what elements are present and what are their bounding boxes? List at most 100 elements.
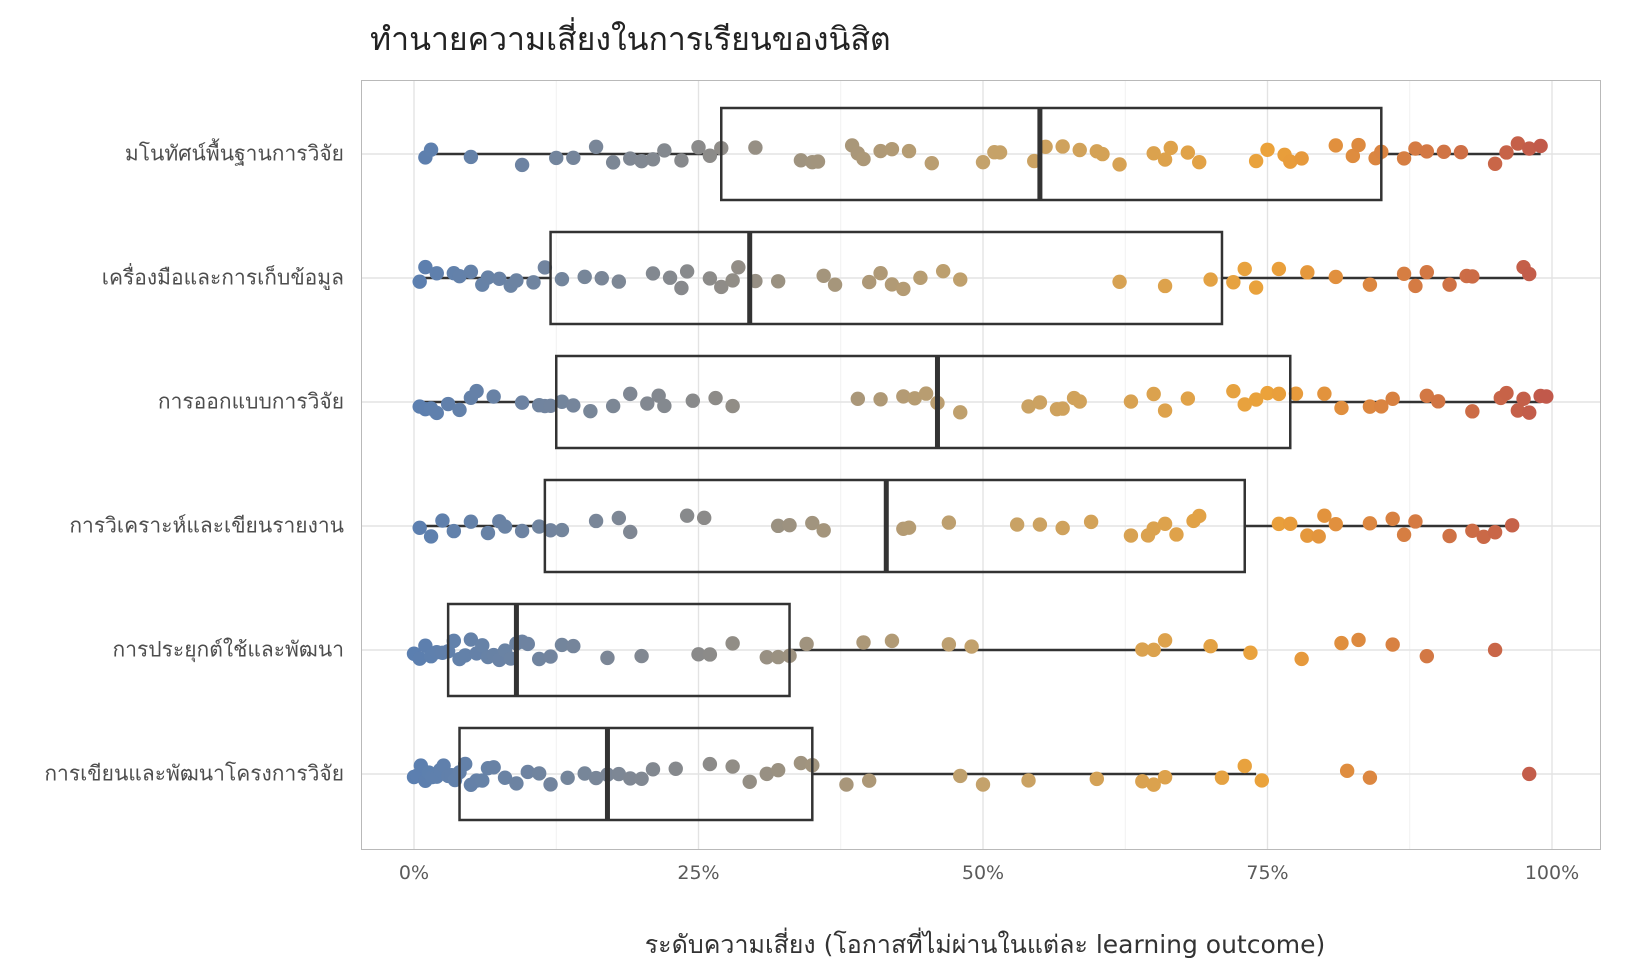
- plot-panel: [361, 80, 1601, 850]
- data-point: [1157, 278, 1173, 294]
- data-point: [770, 518, 786, 534]
- data-point: [975, 777, 991, 792]
- data-point: [1396, 151, 1412, 166]
- data-point: [1317, 386, 1332, 401]
- data-point: [1032, 395, 1048, 410]
- data-point: [850, 391, 866, 407]
- data-point: [1487, 525, 1503, 540]
- data-point: [446, 633, 462, 649]
- data-point: [1169, 527, 1184, 542]
- data-point: [577, 766, 592, 781]
- data-point: [1334, 400, 1349, 416]
- data-point: [1123, 394, 1139, 409]
- data-point: [423, 529, 439, 544]
- data-point: [634, 154, 649, 169]
- data-point: [668, 761, 683, 776]
- data-point: [514, 395, 530, 410]
- data-point: [1288, 386, 1304, 401]
- data-point: [964, 639, 979, 654]
- data-point: [412, 274, 427, 289]
- x-tick-label: 0%: [398, 862, 430, 884]
- data-point: [566, 150, 581, 166]
- box: [549, 230, 1224, 326]
- data-point: [1300, 528, 1315, 543]
- data-point: [810, 154, 826, 169]
- data-point: [1123, 528, 1139, 543]
- data-point: [623, 524, 638, 540]
- data-point: [1436, 144, 1452, 160]
- data-point: [924, 156, 939, 171]
- data-point: [1180, 391, 1196, 406]
- data-point: [1163, 140, 1178, 156]
- data-point: [458, 648, 473, 663]
- data-point: [1157, 516, 1173, 532]
- data-point: [543, 523, 558, 538]
- data-point: [520, 764, 535, 780]
- data-point: [679, 508, 695, 523]
- data-point: [1516, 391, 1531, 407]
- data-point: [1135, 774, 1150, 789]
- data-point: [429, 405, 444, 421]
- data-point: [486, 760, 501, 775]
- data-point: [1539, 389, 1554, 404]
- data-point: [549, 150, 564, 166]
- data-point: [816, 523, 831, 538]
- data-point: [770, 762, 786, 778]
- data-point: [1487, 156, 1503, 171]
- data-point: [725, 273, 740, 288]
- data-point: [742, 774, 757, 789]
- data-point: [1192, 155, 1207, 170]
- data-point: [588, 139, 604, 154]
- data-point: [1311, 529, 1326, 544]
- data-point: [748, 140, 763, 155]
- data-point: [1419, 648, 1435, 664]
- data-point: [941, 515, 957, 530]
- data-point: [1408, 278, 1423, 294]
- data-point: [691, 647, 706, 662]
- data-point: [1254, 773, 1270, 788]
- data-point: [953, 405, 968, 420]
- data-point: [480, 270, 496, 285]
- data-point: [1089, 771, 1105, 787]
- data-point: [941, 637, 957, 652]
- data-point: [702, 148, 718, 163]
- data-point: [1072, 142, 1087, 158]
- data-point: [475, 773, 490, 788]
- data-point: [1328, 138, 1343, 153]
- data-point: [1214, 770, 1230, 785]
- data-point: [634, 648, 649, 664]
- data-point: [1248, 280, 1264, 295]
- data-point: [913, 270, 928, 286]
- data-point: [725, 759, 740, 774]
- data-point: [1083, 514, 1099, 530]
- data-point: [1294, 151, 1309, 166]
- data-point: [412, 651, 427, 666]
- data-point: [856, 151, 871, 167]
- data-point: [1157, 403, 1173, 418]
- data-point: [1328, 269, 1343, 285]
- data-point: [1362, 277, 1378, 292]
- data-point: [725, 398, 740, 414]
- data-point: [674, 153, 689, 168]
- data-point: [634, 771, 649, 786]
- data-point: [953, 768, 968, 784]
- data-point: [770, 649, 786, 665]
- data-point: [623, 771, 638, 786]
- data-point: [1055, 520, 1070, 536]
- data-point: [554, 271, 570, 287]
- data-point: [463, 149, 479, 165]
- y-axis-label: เครื่องมือและการเก็บข้อมูล: [101, 265, 344, 290]
- data-point: [1237, 261, 1252, 277]
- y-axis-label: การเขียนและพัฒนาโครงการวิจัย: [44, 761, 344, 786]
- data-point: [935, 263, 951, 279]
- data-point: [1396, 527, 1412, 542]
- data-point: [1374, 399, 1389, 414]
- data-point: [1248, 153, 1264, 169]
- data-point: [611, 766, 627, 782]
- data-point: [793, 153, 809, 168]
- data-point: [526, 275, 541, 290]
- data-point: [1385, 637, 1400, 652]
- data-point: [1112, 274, 1127, 290]
- data-point: [1362, 399, 1378, 414]
- data-point: [884, 141, 900, 157]
